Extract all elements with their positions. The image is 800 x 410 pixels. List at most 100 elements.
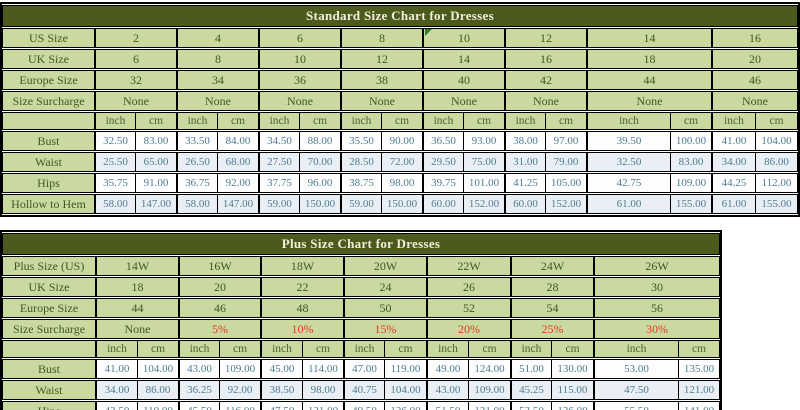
unit-header-cm: cm — [217, 112, 258, 130]
unit-header-cm: cm — [463, 112, 504, 130]
row-label: Bust — [2, 131, 94, 151]
size-value-cell: 14 — [586, 28, 711, 48]
unit-header-inch: inch — [426, 340, 468, 358]
size-value: None — [205, 93, 231, 108]
measurement-cm-cell: 92.00 — [219, 380, 260, 400]
measurement-inch-cell: 34.00 — [711, 152, 755, 172]
size-value-cell: 30% — [593, 319, 720, 339]
size-value-cell: 20W — [343, 256, 426, 276]
row-label: Size Surcharge — [2, 91, 94, 111]
measurement-cm-cell: 135.00 — [678, 359, 720, 379]
measurement-cm-cell: 97.00 — [545, 131, 586, 151]
measurement-cm-cell: 68.00 — [217, 152, 258, 172]
unit-header-cm: cm — [302, 340, 343, 358]
size-value-cell: 30 — [593, 277, 720, 297]
table-title: Plus Size Chart for Dresses — [2, 233, 720, 255]
unit-header-inch: inch — [586, 112, 670, 130]
measurement-inch-cell: 33.50 — [176, 131, 217, 151]
measurement-inch-cell: 49.00 — [426, 359, 468, 379]
measurement-cm-cell: 119.00 — [384, 359, 426, 379]
measurement-inch-cell: 38.50 — [260, 380, 302, 400]
size-value: 46 — [214, 300, 226, 315]
measurement-cm-cell: 98.00 — [302, 380, 343, 400]
measurement-cm-cell: 109.00 — [468, 380, 510, 400]
size-value-cell: 38 — [340, 70, 422, 90]
unit-header-cm: cm — [551, 340, 593, 358]
size-value: 10 — [294, 51, 306, 66]
unit-header-cm: cm — [135, 112, 176, 130]
measurement-cm-cell: 110.00 — [137, 401, 178, 410]
size-value-cell: 44 — [586, 70, 711, 90]
size-value-cell: 40 — [422, 70, 504, 90]
size-value: 44 — [131, 300, 144, 315]
size-value: 25% — [541, 321, 564, 336]
measurement-inch-cell: 29.50 — [422, 152, 463, 172]
measurement-inch-cell: 43.00 — [426, 380, 468, 400]
measurement-inch-cell: 39.75 — [422, 173, 463, 193]
size-value-cell: 44 — [95, 298, 178, 318]
unit-header-cm: cm — [384, 340, 426, 358]
size-info-row: Size Surcharge None 5% 10% 15% 20% 25% 30% — [2, 319, 720, 339]
size-value-cell: 22W — [426, 256, 510, 276]
size-value: 16W — [208, 258, 232, 273]
measurement-cm-cell: 114.00 — [302, 359, 343, 379]
measurement-cm-cell: 98.00 — [381, 173, 422, 193]
unit-header-inch: inch — [178, 340, 219, 358]
unit-header-cm: cm — [219, 340, 260, 358]
size-value-cell: 42 — [504, 70, 586, 90]
size-value: 18 — [131, 279, 144, 294]
size-value: 32 — [130, 72, 142, 87]
size-info-row: UK Size 6 8 10 12 14 16 18 20 — [2, 49, 799, 69]
measurement-inch-cell: 40.75 — [343, 380, 384, 400]
size-value-cell: 22 — [260, 277, 343, 297]
measurement-cm-cell: 116.00 — [219, 401, 260, 410]
size-value-cell: 46 — [711, 70, 799, 90]
measurement-inch-cell: 27.50 — [258, 152, 299, 172]
size-value-cell: 52 — [426, 298, 510, 318]
measurement-inch-cell: 31.00 — [504, 152, 545, 172]
size-value: 48 — [296, 300, 309, 315]
unit-header-cm: cm — [381, 112, 422, 130]
cell-note-marker-icon — [425, 29, 432, 36]
size-info-row: UK Size 18 20 22 24 26 28 30 — [2, 277, 720, 297]
size-value-cell: 28 — [510, 277, 593, 297]
size-value: 20 — [749, 51, 761, 66]
measurement-inch-cell: 36.25 — [178, 380, 219, 400]
measurement-inch-cell: 34.50 — [258, 131, 299, 151]
measurement-inch-cell: 32.50 — [586, 152, 670, 172]
size-value: 16 — [749, 30, 761, 45]
unit-header-cm: cm — [755, 112, 799, 130]
measurement-cm-cell: 90.00 — [381, 131, 422, 151]
measurement-cm-cell: 141.00 — [678, 401, 720, 410]
row-label: Hollow to Hem — [2, 194, 94, 214]
size-value-cell: 8 — [176, 49, 258, 69]
size-value-cell: 16 — [711, 28, 799, 48]
size-value-cell: 56 — [593, 298, 720, 318]
size-value-cell: 12 — [340, 49, 422, 69]
size-value: None — [287, 93, 313, 108]
measurement-cm-cell: 101.00 — [463, 173, 504, 193]
plus-size-chart-table: Plus Size Chart for Dresses Plus Size (US… — [0, 230, 722, 410]
size-value-cell: None — [422, 91, 504, 111]
measurement-cm-cell: 109.00 — [219, 359, 260, 379]
size-value: 10 — [458, 30, 470, 45]
size-value: 56 — [651, 300, 663, 315]
unit-header-inch: inch — [258, 112, 299, 130]
unit-row-blank-cell — [2, 340, 95, 358]
size-value-cell: 50 — [343, 298, 426, 318]
measurement-cm-cell: 121.00 — [678, 380, 720, 400]
unit-header-inch: inch — [95, 340, 137, 358]
size-value-cell: 54 — [510, 298, 593, 318]
measurement-row: Waist 25.50 65.00 26.50 68.00 27.50 70.00 28.50… — [2, 152, 799, 172]
size-value: 52 — [463, 300, 475, 315]
size-value: 20W — [373, 258, 398, 273]
measurement-cm-cell: 104.00 — [384, 380, 426, 400]
measurement-cm-cell: 105.00 — [545, 173, 586, 193]
size-info-row: US Size 2 4 6 8 10 12 14 16 — [2, 28, 799, 48]
size-value: 34 — [212, 72, 224, 87]
size-value: 54 — [546, 300, 559, 315]
measurement-inch-cell: 43.50 — [95, 401, 137, 410]
size-value-cell: 4 — [176, 28, 258, 48]
size-value: 38 — [376, 72, 388, 87]
size-value: 6 — [133, 51, 139, 66]
